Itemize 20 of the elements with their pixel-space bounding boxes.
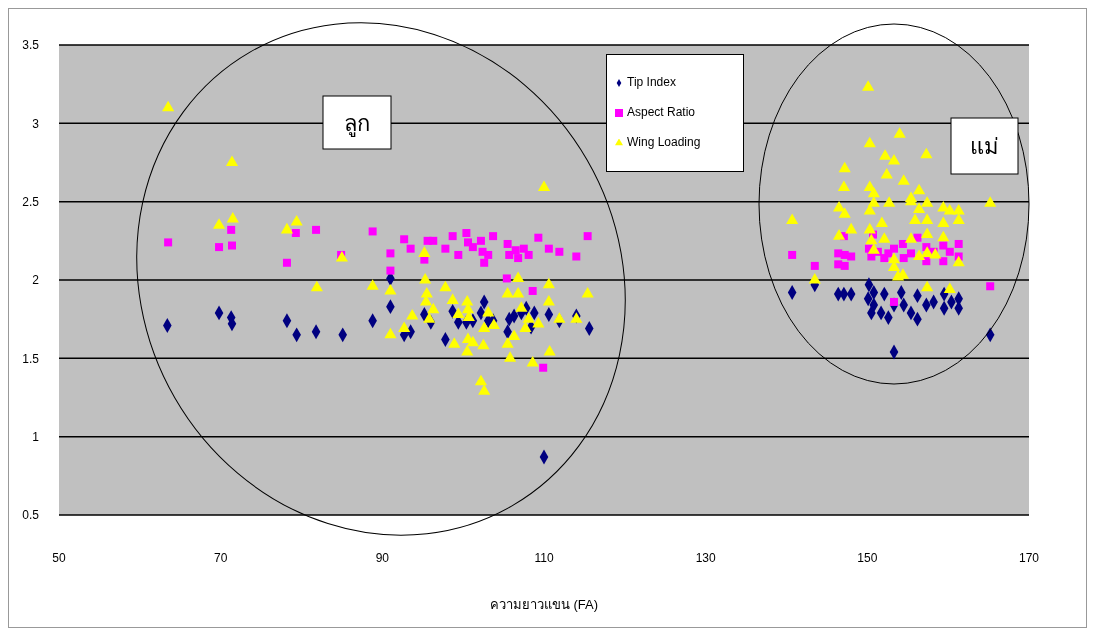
x-axis-title: ความยาวแขน (FA): [489, 597, 599, 612]
y-tick-label: 1: [32, 429, 40, 444]
y-tick-label: 2: [32, 273, 40, 288]
legend-label: Wing Loading: [627, 135, 701, 149]
y-tick-label: 2.5: [22, 194, 40, 209]
x-tick-label: 50: [52, 550, 66, 565]
annotation: ลูก: [344, 110, 370, 137]
y-tick-label: 3.5: [22, 38, 40, 53]
x-tick-label: 130: [695, 550, 716, 565]
x-tick-label: 90: [375, 550, 390, 565]
y-tick-label: 0.5: [22, 508, 40, 523]
x-tick-label: 170: [1018, 550, 1040, 565]
x-tick-label: 150: [857, 550, 878, 565]
y-tick-label: 3: [32, 116, 40, 131]
x-tick-label: 70: [213, 550, 228, 565]
legend-label: Tip Index: [627, 75, 676, 89]
legend-label: Aspect Ratio: [627, 105, 696, 119]
annotation: แม่: [970, 134, 999, 159]
x-tick-label: 110: [534, 550, 554, 565]
y-tick-label: 1.5: [22, 351, 40, 366]
